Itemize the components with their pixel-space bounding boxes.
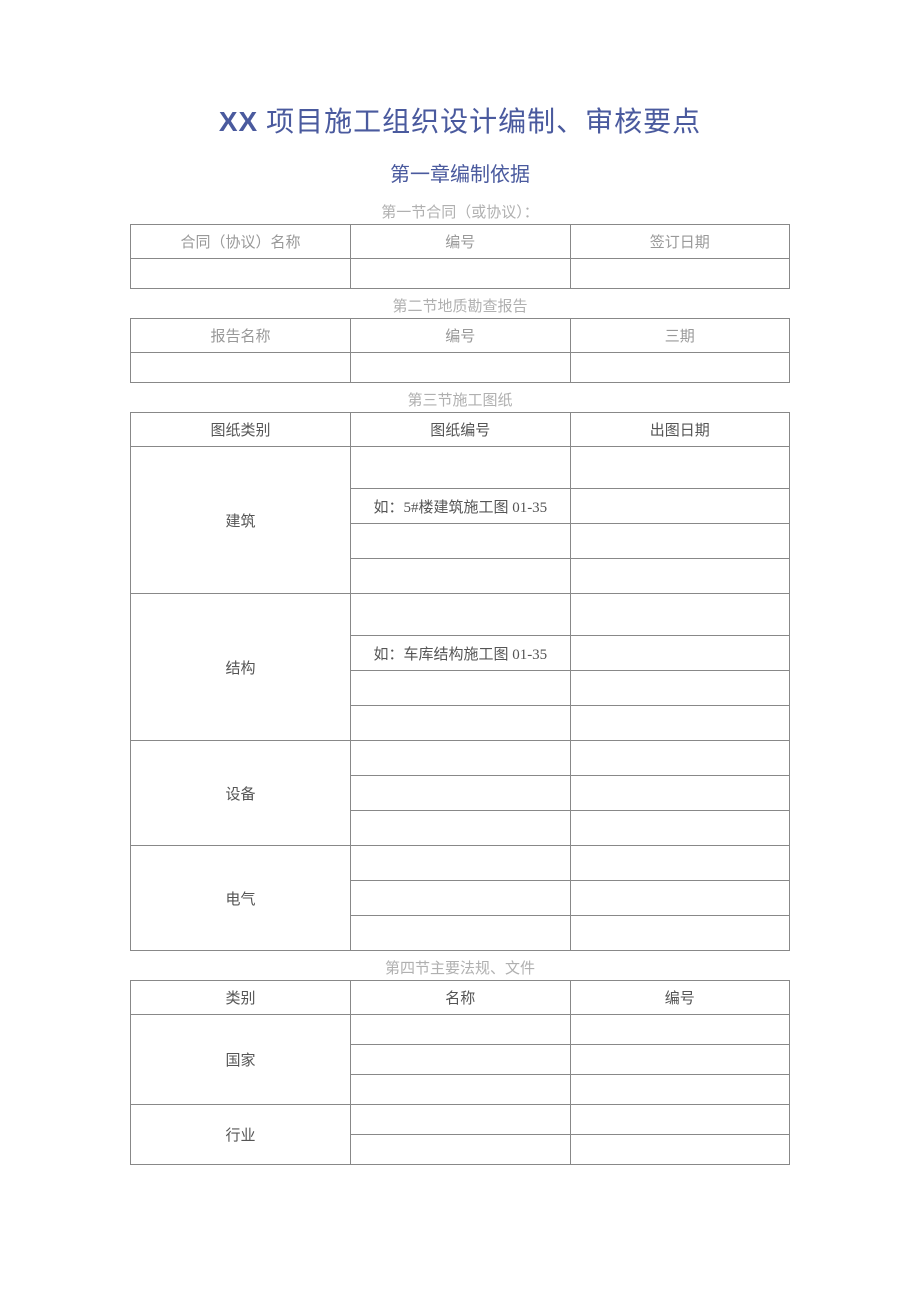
cell — [570, 1045, 789, 1075]
table-row: 国家 — [131, 1015, 790, 1045]
group-label: 电气 — [131, 846, 351, 951]
cell — [570, 353, 789, 383]
cell — [570, 447, 789, 489]
table-drawings: 图纸类别 图纸编号 出图日期 建筑 如：5#楼建筑施工图 01-35 结构 如：… — [130, 412, 790, 951]
table-row: 设备 — [131, 741, 790, 776]
section-4-title: 第四节主要法规、文件 — [130, 957, 790, 978]
header-cell: 出图日期 — [570, 413, 789, 447]
document-title: XX 项目施工组织设计编制、审核要点 — [130, 100, 790, 140]
group-label: 建筑 — [131, 447, 351, 594]
cell — [570, 524, 789, 559]
header-cell: 签订日期 — [570, 225, 789, 259]
group-label: 设备 — [131, 741, 351, 846]
title-rest: 项目施工组织设计编制、审核要点 — [258, 107, 701, 138]
cell — [570, 916, 789, 951]
header-cell: 图纸类别 — [131, 413, 351, 447]
cell — [351, 559, 570, 594]
header-cell: 编号 — [570, 981, 789, 1015]
group-label: 国家 — [131, 1015, 351, 1105]
cell — [351, 447, 570, 489]
cell — [351, 259, 570, 289]
cell — [570, 741, 789, 776]
chapter-title: 第一章编制依据 — [130, 158, 790, 187]
table-row: 电气 — [131, 846, 790, 881]
cell — [570, 636, 789, 671]
table-row: 合同（协议）名称 编号 签订日期 — [131, 225, 790, 259]
cell — [351, 776, 570, 811]
section-2-title: 第二节地质勘查报告 — [130, 295, 790, 316]
cell — [351, 1075, 570, 1105]
table-row: 图纸类别 图纸编号 出图日期 — [131, 413, 790, 447]
cell — [570, 259, 789, 289]
cell — [351, 353, 570, 383]
cell — [570, 1075, 789, 1105]
cell — [570, 776, 789, 811]
section-1-title: 第一节合同（或协议）： — [130, 201, 790, 222]
cell — [351, 1015, 570, 1045]
cell — [570, 1015, 789, 1045]
cell — [570, 706, 789, 741]
table-contract: 合同（协议）名称 编号 签订日期 — [130, 224, 790, 289]
table-row — [131, 353, 790, 383]
cell — [351, 706, 570, 741]
table-row: 结构 — [131, 594, 790, 636]
cell — [570, 671, 789, 706]
table-row — [131, 259, 790, 289]
header-cell: 三期 — [570, 319, 789, 353]
header-cell: 名称 — [351, 981, 570, 1015]
cell — [351, 1045, 570, 1075]
table-regulations: 类别 名称 编号 国家 行业 — [130, 980, 790, 1165]
cell — [351, 811, 570, 846]
cell — [351, 846, 570, 881]
header-cell: 编号 — [351, 319, 570, 353]
header-cell: 类别 — [131, 981, 351, 1015]
cell — [570, 881, 789, 916]
section-3-title: 第三节施工图纸 — [130, 389, 790, 410]
cell — [570, 1105, 789, 1135]
cell — [570, 489, 789, 524]
cell — [570, 846, 789, 881]
cell — [351, 881, 570, 916]
group-label: 结构 — [131, 594, 351, 741]
cell — [570, 1135, 789, 1165]
cell — [351, 594, 570, 636]
cell — [351, 1135, 570, 1165]
header-cell: 合同（协议）名称 — [131, 225, 351, 259]
header-cell: 报告名称 — [131, 319, 351, 353]
cell — [131, 259, 351, 289]
cell — [351, 741, 570, 776]
cell — [351, 671, 570, 706]
table-row: 行业 — [131, 1105, 790, 1135]
cell — [351, 1105, 570, 1135]
table-row: 报告名称 编号 三期 — [131, 319, 790, 353]
cell: 如：5#楼建筑施工图 01-35 — [351, 489, 570, 524]
cell — [570, 594, 789, 636]
group-label: 行业 — [131, 1105, 351, 1165]
cell: 如：车库结构施工图 01-35 — [351, 636, 570, 671]
cell — [351, 524, 570, 559]
cell — [351, 916, 570, 951]
table-row: 建筑 — [131, 447, 790, 489]
header-cell: 图纸编号 — [351, 413, 570, 447]
title-prefix: XX — [219, 106, 258, 137]
cell — [570, 559, 789, 594]
table-geology: 报告名称 编号 三期 — [130, 318, 790, 383]
table-row: 类别 名称 编号 — [131, 981, 790, 1015]
cell — [131, 353, 351, 383]
header-cell: 编号 — [351, 225, 570, 259]
cell — [570, 811, 789, 846]
